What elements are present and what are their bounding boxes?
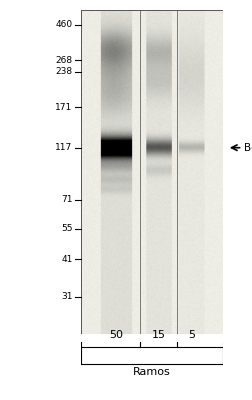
Text: 117: 117 bbox=[55, 143, 72, 152]
Text: Bcl11a: Bcl11a bbox=[243, 143, 252, 153]
Text: 15: 15 bbox=[151, 330, 165, 340]
Text: 71: 71 bbox=[61, 195, 72, 204]
Text: 171: 171 bbox=[55, 103, 72, 112]
Text: 5: 5 bbox=[187, 330, 194, 340]
Text: 50: 50 bbox=[109, 330, 123, 340]
Text: Ramos: Ramos bbox=[132, 367, 170, 377]
Text: 41: 41 bbox=[61, 255, 72, 264]
Text: 31: 31 bbox=[61, 292, 72, 301]
Text: 55: 55 bbox=[61, 224, 72, 233]
Text: 460: 460 bbox=[55, 20, 72, 29]
Text: 268: 268 bbox=[55, 56, 72, 65]
Text: 238: 238 bbox=[55, 67, 72, 76]
